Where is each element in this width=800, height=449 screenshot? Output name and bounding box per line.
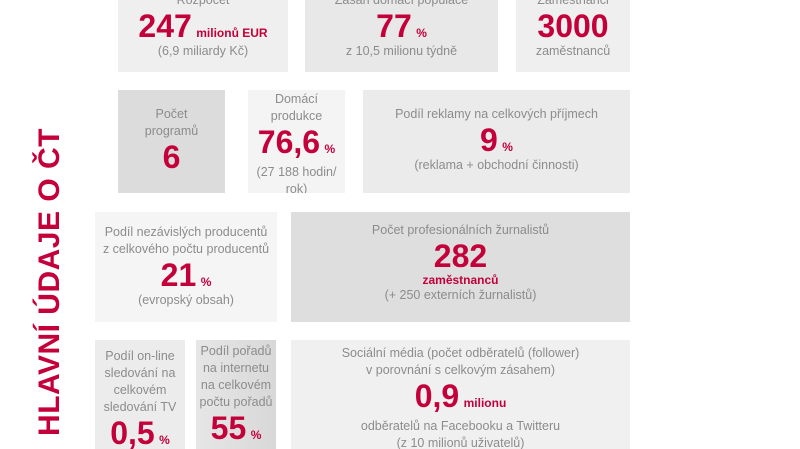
domestic-value: 76,6 <box>257 124 321 160</box>
infographic-title: HLAVNÍ ÚDAJE O ČT <box>33 128 66 436</box>
card-employees: Zaměstnanci 3000 zaměstnanců <box>516 0 630 72</box>
card-online-viewing: Podíl on-line sledování na celkovém sled… <box>95 340 185 449</box>
ads-value: 9 <box>480 122 498 158</box>
card-advertising: Podíl reklamy na celkových příjmech 9 % … <box>363 90 630 193</box>
card-reach: Zásah domácí populace 77 % z 10,5 milion… <box>305 0 498 72</box>
internet-value: 55 <box>210 410 247 446</box>
independent-value: 21 <box>160 257 197 293</box>
card-budget: Rozpočet 247 milionů EUR (6,9 miliardy K… <box>118 0 288 72</box>
employees-value: 3000 <box>537 8 609 44</box>
card-social-media: Sociální média (počet odběratelů (follow… <box>291 340 630 449</box>
card-journalists: Počet profesionálních žurnalistů 282 zam… <box>291 212 630 322</box>
social-value: 0,9 <box>414 378 460 414</box>
card-programs: Počet programů 6 <box>118 90 225 193</box>
card-domestic-production: Domácí produkce 76,6 % (27 188 hodin/ ro… <box>248 90 345 193</box>
card-internet-programs: Podíl pořadů na internetu na celkovém po… <box>196 340 276 449</box>
journalists-value: 282 <box>433 238 488 274</box>
reach-value: 77 <box>376 8 412 44</box>
independent-note: (evropský obsah) <box>138 293 234 307</box>
card-independent-producers: Podíl nezávislých producentů z celkového… <box>95 212 277 322</box>
programs-value: 6 <box>162 139 181 175</box>
budget-value: 247 <box>138 8 192 44</box>
online-value: 0,5 <box>110 415 155 449</box>
